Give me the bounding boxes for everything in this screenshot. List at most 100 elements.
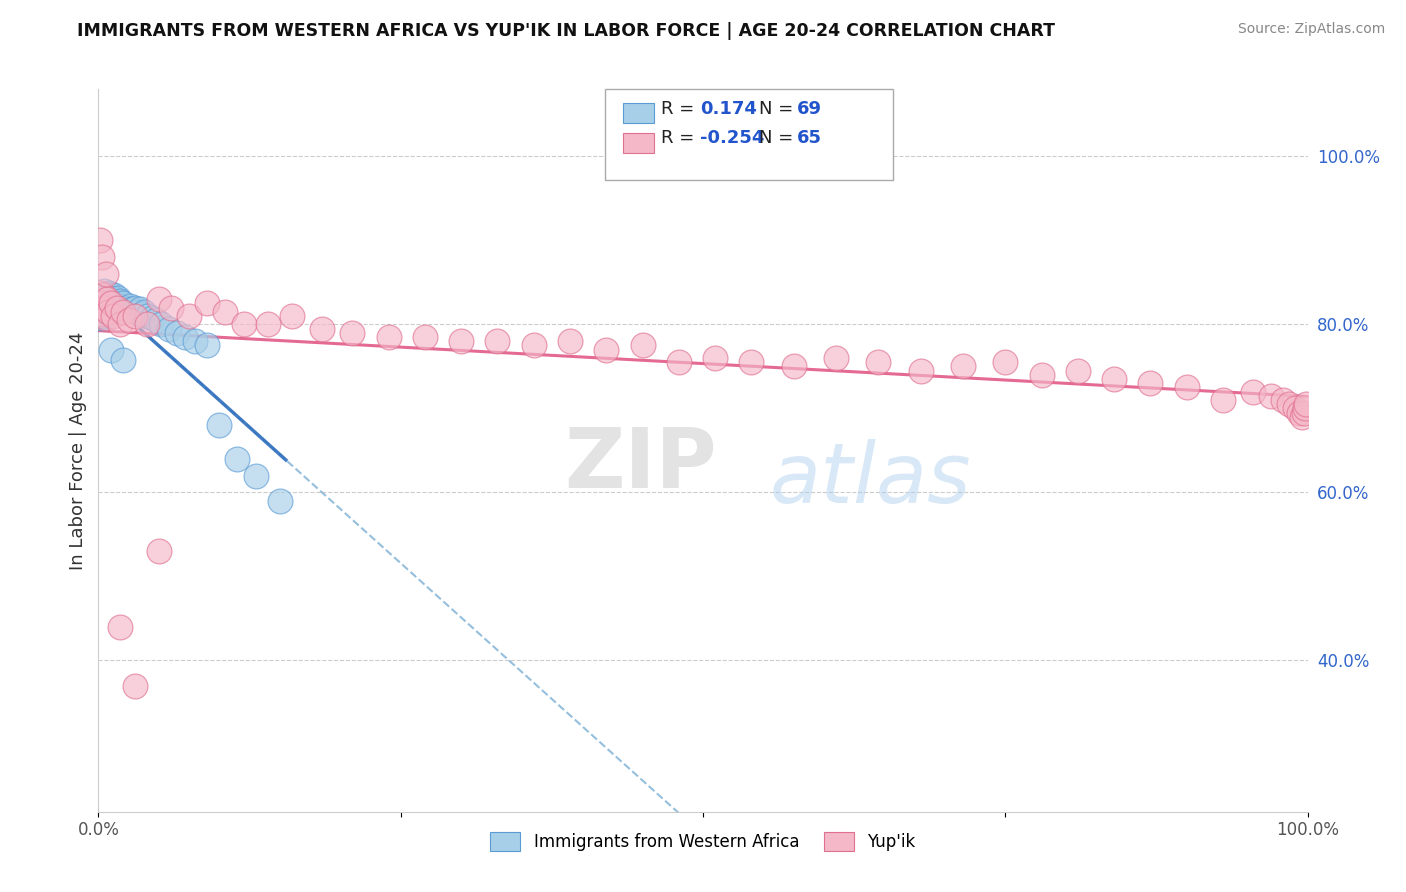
Text: atlas: atlas bbox=[769, 439, 972, 520]
Point bbox=[103, 296, 125, 310]
Point bbox=[91, 299, 114, 313]
Point bbox=[232, 318, 254, 332]
Text: ZIP: ZIP bbox=[564, 425, 717, 506]
Point bbox=[184, 334, 207, 349]
Point bbox=[141, 310, 163, 325]
Text: 69: 69 bbox=[797, 100, 823, 118]
Point bbox=[1139, 376, 1161, 391]
Point bbox=[595, 343, 617, 357]
Point bbox=[281, 309, 304, 323]
Point bbox=[148, 292, 170, 306]
Point bbox=[104, 292, 127, 306]
Point bbox=[118, 313, 141, 327]
Point bbox=[90, 305, 112, 319]
Point bbox=[93, 284, 115, 298]
Point bbox=[523, 338, 546, 352]
Text: R =: R = bbox=[661, 129, 695, 147]
Point bbox=[114, 301, 136, 315]
Point bbox=[1278, 397, 1301, 411]
Point bbox=[89, 234, 111, 248]
Point bbox=[98, 285, 121, 300]
Point bbox=[740, 355, 762, 369]
Point bbox=[1272, 392, 1295, 407]
Point bbox=[1102, 372, 1125, 386]
Point bbox=[127, 305, 149, 319]
Point bbox=[1295, 397, 1317, 411]
Point bbox=[195, 296, 218, 310]
Point bbox=[256, 318, 278, 332]
Point bbox=[269, 494, 291, 508]
Point bbox=[98, 293, 121, 308]
Text: R =: R = bbox=[661, 100, 695, 118]
Point bbox=[994, 355, 1017, 369]
Point bbox=[101, 299, 124, 313]
Point bbox=[96, 292, 118, 306]
Point bbox=[104, 301, 127, 315]
Point bbox=[91, 291, 114, 305]
Point bbox=[91, 307, 114, 321]
Point bbox=[101, 291, 124, 305]
Point bbox=[89, 301, 111, 315]
Point bbox=[121, 302, 143, 317]
Point bbox=[558, 334, 581, 349]
Point bbox=[704, 351, 727, 365]
Point bbox=[93, 309, 115, 323]
Point bbox=[107, 291, 129, 305]
Point bbox=[214, 305, 236, 319]
Point bbox=[94, 296, 117, 310]
Point bbox=[90, 288, 112, 302]
Point bbox=[135, 318, 157, 332]
Point bbox=[100, 296, 122, 310]
Point bbox=[100, 301, 122, 315]
Point bbox=[413, 330, 436, 344]
Point bbox=[1284, 401, 1306, 416]
Point bbox=[108, 296, 131, 310]
Point bbox=[166, 326, 188, 340]
Point bbox=[342, 326, 364, 340]
Point bbox=[1260, 389, 1282, 403]
Point bbox=[868, 355, 890, 369]
Point bbox=[97, 299, 120, 313]
Point bbox=[94, 267, 117, 281]
Point bbox=[179, 309, 201, 323]
Point bbox=[105, 301, 128, 315]
Point bbox=[311, 321, 333, 335]
Point bbox=[96, 302, 118, 317]
Point bbox=[93, 301, 115, 315]
Point bbox=[100, 343, 122, 357]
Point bbox=[910, 364, 932, 378]
Text: -0.254: -0.254 bbox=[700, 129, 765, 147]
Point bbox=[100, 288, 122, 302]
Point bbox=[90, 296, 112, 310]
Point bbox=[174, 330, 197, 344]
Point bbox=[94, 310, 117, 325]
Point bbox=[91, 288, 114, 302]
Point bbox=[668, 355, 690, 369]
Point bbox=[486, 334, 509, 349]
Text: 65: 65 bbox=[797, 129, 823, 147]
Point bbox=[93, 292, 115, 306]
Point bbox=[226, 451, 249, 466]
Point bbox=[100, 305, 122, 319]
Point bbox=[107, 299, 129, 313]
Point bbox=[1292, 406, 1315, 420]
Point bbox=[148, 544, 170, 558]
Point bbox=[94, 288, 117, 302]
Point bbox=[91, 310, 114, 325]
Point bbox=[101, 309, 124, 323]
Point bbox=[1294, 401, 1316, 416]
Point bbox=[91, 307, 114, 321]
Point bbox=[89, 309, 111, 323]
Point bbox=[631, 338, 654, 352]
Point bbox=[128, 302, 150, 317]
Point bbox=[124, 309, 146, 323]
Point bbox=[100, 292, 122, 306]
Point bbox=[208, 418, 231, 433]
Point bbox=[145, 313, 167, 327]
Point bbox=[110, 299, 132, 313]
Point bbox=[195, 338, 218, 352]
Point bbox=[1212, 392, 1234, 407]
Text: Source: ZipAtlas.com: Source: ZipAtlas.com bbox=[1237, 22, 1385, 37]
Text: IMMIGRANTS FROM WESTERN AFRICA VS YUP'IK IN LABOR FORCE | AGE 20-24 CORRELATION : IMMIGRANTS FROM WESTERN AFRICA VS YUP'IK… bbox=[77, 22, 1056, 40]
Point bbox=[117, 302, 139, 317]
